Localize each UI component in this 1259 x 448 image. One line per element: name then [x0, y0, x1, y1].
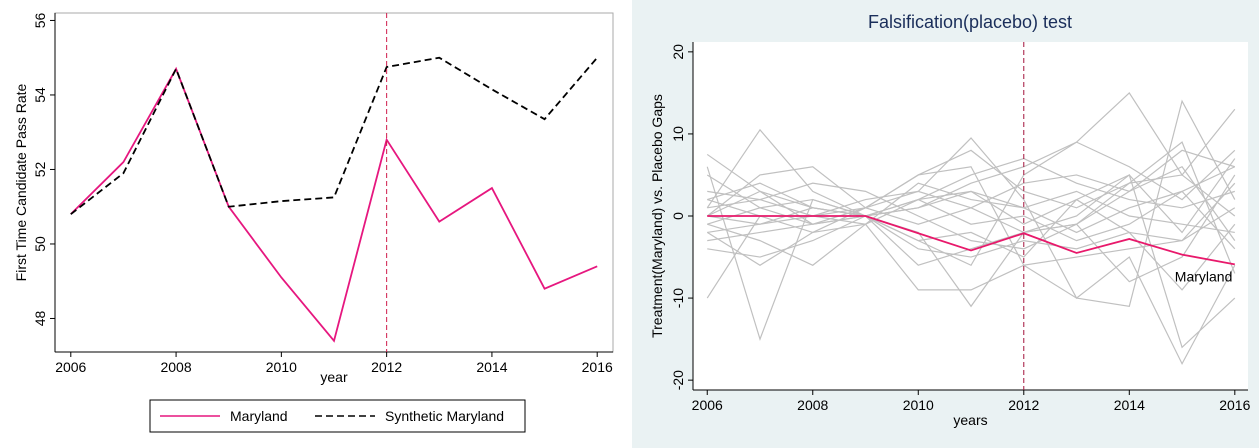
x-axis-label: year — [320, 369, 348, 385]
series-line — [706, 141, 1236, 274]
x-tick-label: 2010 — [903, 397, 934, 413]
series-line — [706, 91, 1236, 217]
series-line — [707, 157, 1235, 258]
x-tick-label: 2006 — [692, 397, 723, 413]
series-line — [70, 66, 598, 343]
y-tick-label: -10 — [670, 288, 686, 308]
x-tick-label: 2014 — [476, 359, 507, 375]
series-line — [707, 158, 1236, 258]
x-tick-label: 2008 — [160, 359, 191, 375]
x-axis-label: years — [953, 412, 987, 428]
series-line — [706, 166, 1236, 266]
x-tick-label: 2014 — [1114, 397, 1145, 413]
x-tick-label: 2010 — [266, 359, 297, 375]
x-tick-label: 2012 — [1008, 397, 1039, 413]
series-line — [707, 174, 1236, 234]
y-tick-label: 56 — [32, 12, 48, 28]
series-line — [70, 56, 598, 215]
plot-area — [54, 12, 614, 353]
y-tick-label: 50 — [32, 236, 48, 252]
series-line — [707, 190, 1236, 250]
y-tick-label: 48 — [32, 310, 48, 326]
y-tick-label: 0 — [670, 212, 686, 220]
y-tick-label: -20 — [670, 370, 686, 390]
x-tick-label: 2012 — [371, 359, 402, 375]
chart-title: Falsification(placebo) test — [868, 12, 1072, 32]
series-line — [707, 215, 1235, 266]
x-tick-label: 2016 — [582, 359, 613, 375]
legend-label: Synthetic Maryland — [385, 408, 504, 424]
series-line — [707, 182, 1235, 234]
series-line — [706, 141, 1236, 267]
legend-label: Maryland — [230, 408, 288, 424]
y-tick-label: 10 — [670, 126, 686, 142]
x-tick-label: 2016 — [1219, 397, 1250, 413]
x-tick-label: 2006 — [55, 359, 86, 375]
y-tick-label: 20 — [670, 44, 686, 60]
series-line — [707, 174, 1236, 283]
x-tick-label: 2008 — [797, 397, 828, 413]
y-tick-label: 52 — [32, 161, 48, 177]
series-line — [707, 99, 1236, 307]
y-axis-label: Treatment(Maryland) vs. Placebo Gaps — [649, 94, 665, 338]
y-axis-label: First Time Candidate Pass Rate — [13, 83, 29, 281]
y-tick-label: 54 — [32, 87, 48, 103]
series-annotation: Maryland — [1175, 268, 1233, 284]
